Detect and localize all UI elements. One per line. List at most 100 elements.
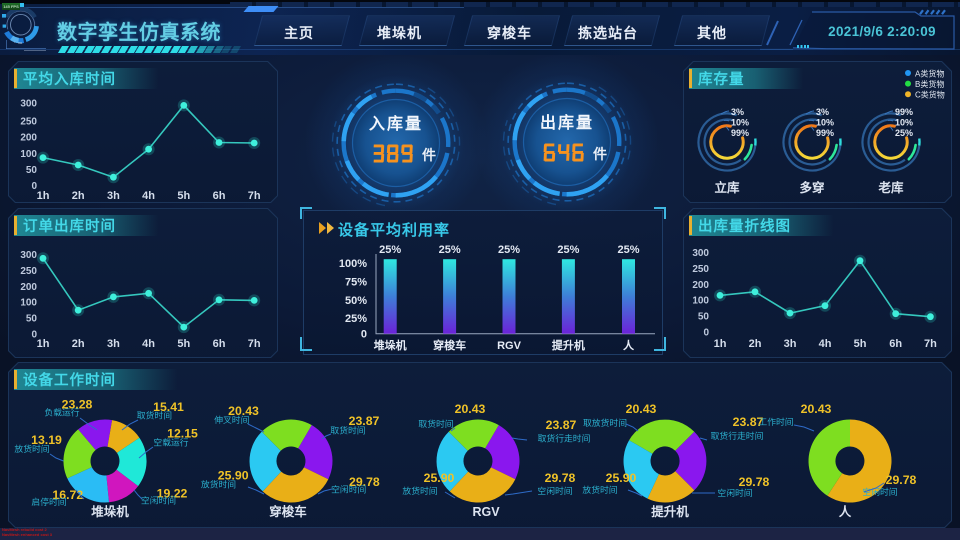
svg-text:10%: 10%	[731, 118, 749, 128]
svg-text:B类货物: B类货物	[915, 79, 944, 89]
svg-text:25%: 25%	[557, 244, 579, 256]
svg-text:20.43: 20.43	[228, 404, 259, 418]
svg-text:99%: 99%	[731, 128, 749, 138]
svg-text:空载运行: 空载运行	[153, 437, 188, 448]
svg-text:穿梭车: 穿梭车	[433, 338, 466, 352]
svg-text:250: 250	[20, 266, 37, 277]
svg-text:29.78: 29.78	[739, 475, 770, 489]
svg-text:6h: 6h	[213, 338, 226, 350]
svg-text:放货时间: 放货时间	[14, 443, 49, 454]
svg-text:伸叉时间: 伸叉时间	[214, 414, 249, 425]
svg-text:23.87: 23.87	[349, 414, 380, 428]
svg-text:50%: 50%	[345, 295, 367, 307]
svg-text:入库量: 入库量	[369, 114, 423, 133]
svg-text:300: 300	[20, 250, 37, 261]
svg-text:立库: 立库	[714, 180, 740, 195]
svg-text:20.43: 20.43	[626, 402, 657, 416]
svg-text:提升机: 提升机	[651, 504, 689, 519]
svg-text:23.87: 23.87	[733, 415, 764, 429]
svg-text:C类货物: C类货物	[915, 90, 945, 100]
svg-text:6h: 6h	[889, 338, 902, 350]
svg-text:RGV: RGV	[497, 340, 522, 352]
svg-text:工作时间: 工作时间	[758, 416, 793, 427]
svg-text:1h: 1h	[37, 190, 50, 202]
svg-text:20.43: 20.43	[801, 402, 832, 416]
svg-text:25%: 25%	[345, 313, 367, 325]
svg-text:25%: 25%	[617, 244, 639, 256]
svg-text:25%: 25%	[379, 244, 401, 256]
svg-text:13.19: 13.19	[31, 433, 62, 447]
svg-text:2021/9/6 2:20:09: 2021/9/6 2:20:09	[828, 24, 936, 39]
svg-text:老库: 老库	[877, 180, 904, 195]
svg-text:空闲时间: 空闲时间	[141, 495, 176, 506]
svg-text:25.90: 25.90	[424, 471, 455, 485]
svg-text:100: 100	[20, 149, 37, 160]
svg-text:99%: 99%	[895, 107, 913, 117]
svg-text:放货时间: 放货时间	[201, 478, 236, 489]
svg-text:取货时间: 取货时间	[137, 410, 172, 421]
svg-text:空闲时间: 空闲时间	[331, 484, 366, 495]
svg-text:100%: 100%	[339, 258, 367, 270]
svg-text:200: 200	[20, 282, 37, 293]
svg-text:空闲时间: 空闲时间	[537, 485, 572, 496]
svg-text:件: 件	[593, 146, 607, 162]
svg-text:20.43: 20.43	[455, 402, 486, 416]
svg-text:4h: 4h	[142, 190, 155, 202]
svg-text:人: 人	[623, 338, 635, 352]
svg-text:75%: 75%	[345, 277, 367, 289]
svg-text:19.22: 19.22	[157, 486, 188, 500]
svg-text:25.90: 25.90	[218, 468, 249, 482]
svg-text:2h: 2h	[72, 190, 85, 202]
svg-text:23.87: 23.87	[546, 418, 577, 432]
svg-text:负载运行: 负载运行	[44, 407, 79, 418]
svg-text:300: 300	[692, 248, 709, 259]
svg-text:5h: 5h	[177, 190, 190, 202]
svg-text:2h: 2h	[72, 338, 85, 350]
svg-text:提升机: 提升机	[552, 338, 585, 352]
svg-text:穿梭车: 穿梭车	[269, 504, 307, 519]
svg-text:10%: 10%	[895, 118, 913, 128]
svg-text:0: 0	[31, 330, 37, 341]
svg-text:多穿: 多穿	[799, 180, 824, 195]
svg-text:取放货时间: 取放货时间	[583, 417, 627, 428]
svg-text:7h: 7h	[248, 190, 261, 202]
svg-text:0: 0	[703, 328, 709, 339]
svg-text:200: 200	[692, 280, 709, 291]
svg-text:A类货物: A类货物	[915, 69, 944, 79]
svg-text:放货时间: 放货时间	[402, 485, 437, 496]
svg-text:3h: 3h	[107, 190, 120, 202]
svg-text:5h: 5h	[177, 338, 190, 350]
svg-text:15.41: 15.41	[153, 400, 184, 414]
svg-text:29.78: 29.78	[349, 475, 380, 489]
svg-text:出库量: 出库量	[540, 113, 594, 132]
svg-text:堆垛机: 堆垛机	[91, 504, 129, 519]
svg-text:取货行走时间: 取货行走时间	[711, 430, 764, 441]
svg-text:250: 250	[692, 264, 709, 275]
svg-text:取货时间: 取货时间	[330, 424, 365, 435]
svg-text:16.72: 16.72	[52, 488, 83, 502]
svg-text:29.78: 29.78	[886, 473, 917, 487]
svg-text:25%: 25%	[895, 128, 913, 138]
svg-text:4h: 4h	[819, 338, 832, 350]
svg-text:50: 50	[698, 312, 710, 323]
svg-text:25.90: 25.90	[606, 471, 637, 485]
svg-text:1h: 1h	[37, 338, 50, 350]
svg-text:RGV: RGV	[472, 505, 500, 519]
svg-text:人: 人	[839, 504, 852, 519]
svg-text:100: 100	[20, 298, 37, 309]
svg-text:启停时间: 启停时间	[31, 496, 66, 507]
svg-text:空闲时间: 空闲时间	[717, 487, 752, 498]
svg-text:4h: 4h	[142, 338, 155, 350]
svg-text:29.78: 29.78	[545, 471, 576, 485]
svg-text:件: 件	[422, 147, 436, 163]
svg-text:50: 50	[26, 165, 38, 176]
svg-text:7h: 7h	[248, 338, 261, 350]
svg-text:2h: 2h	[749, 338, 762, 350]
svg-text:25%: 25%	[439, 244, 461, 256]
svg-text:100: 100	[692, 296, 709, 307]
svg-text:0: 0	[361, 329, 367, 341]
svg-text:7h: 7h	[924, 338, 937, 350]
svg-text:10%: 10%	[816, 118, 834, 128]
svg-text:23.28: 23.28	[62, 398, 93, 412]
svg-text:空闲时间: 空闲时间	[862, 486, 897, 497]
